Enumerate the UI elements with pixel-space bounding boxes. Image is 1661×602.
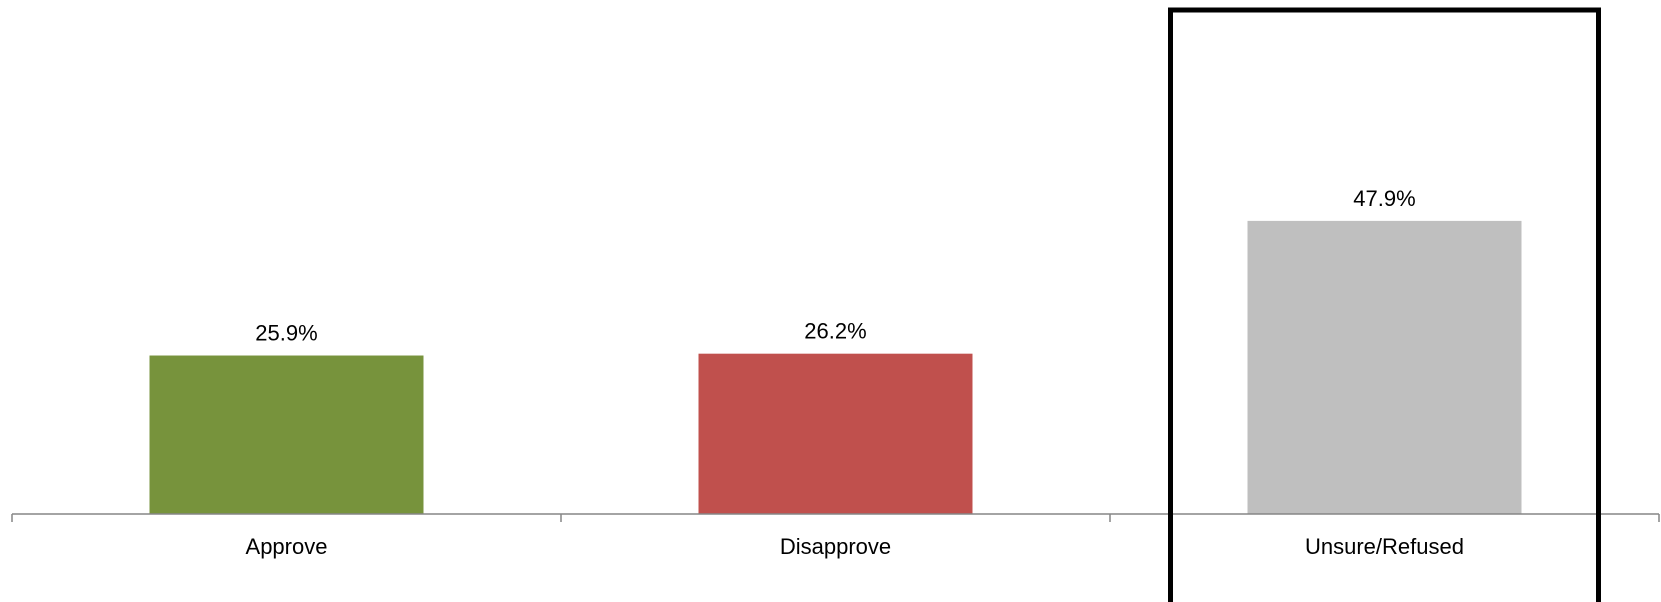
- category-label-unsure-refused: Unsure/Refused: [1305, 534, 1464, 559]
- highlight-frame: [1168, 7, 1601, 602]
- value-label-disapprove: 26.2%: [804, 319, 866, 344]
- value-label-unsure-refused: 47.9%: [1353, 186, 1415, 211]
- bar-disapprove: [698, 353, 973, 514]
- category-label-disapprove: Disapprove: [780, 534, 891, 559]
- bar-unsure-refused: [1247, 220, 1522, 514]
- value-labels-group: 25.9% 26.2% 47.9%: [255, 186, 1415, 346]
- category-label-approve: Approve: [246, 534, 328, 559]
- highlight-group: [1168, 7, 1601, 602]
- bars-group: [149, 220, 1522, 514]
- category-labels-group: Approve Disapprove Unsure/Refused: [246, 534, 1464, 559]
- value-label-approve: 25.9%: [255, 321, 317, 346]
- x-axis: [11, 513, 1660, 522]
- bar-approve: [149, 355, 424, 514]
